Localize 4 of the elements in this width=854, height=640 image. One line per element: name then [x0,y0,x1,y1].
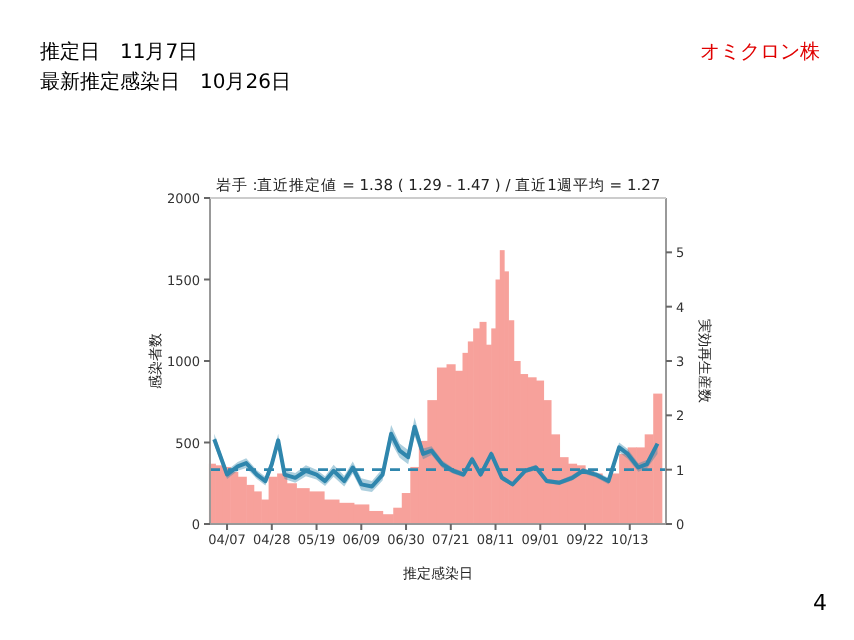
text: 4 [813,590,827,616]
text: 推定日 11月7日 [40,40,199,64]
text: オミクロン株 [700,40,820,64]
text: 最新推定感染日 10月26日 [40,70,291,94]
